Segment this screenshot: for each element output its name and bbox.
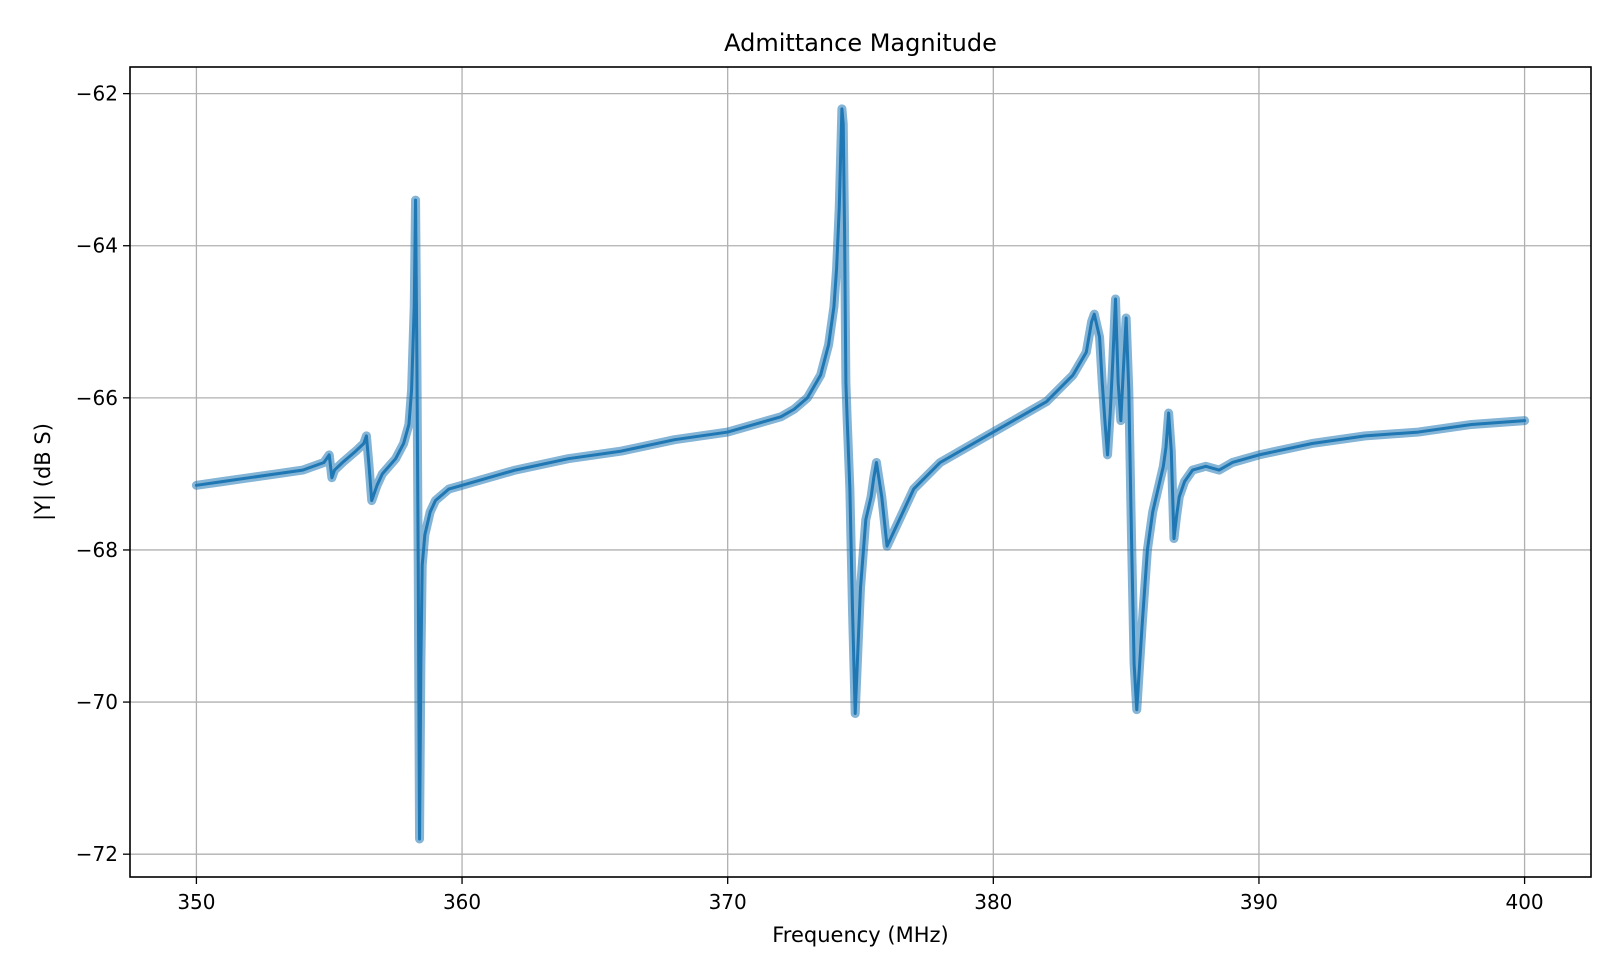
y-tick-label: −62: [76, 82, 118, 106]
ticks: 350 360 370 380 390 400 −62 −64 −66 −68 −70 −72: [76, 82, 1544, 914]
y-tick-label: −70: [76, 690, 118, 714]
series-layer: [191, 104, 1530, 844]
x-tick-label: 360: [443, 890, 481, 914]
x-tick-label: 370: [709, 890, 747, 914]
x-tick-label: 390: [1240, 890, 1278, 914]
y-axis-title: |Y| (dB S): [31, 423, 56, 521]
y-tick-label: −66: [76, 386, 118, 410]
y-tick-label: −64: [76, 234, 118, 258]
x-tick-label: 350: [177, 890, 215, 914]
series-line: [194, 107, 1527, 841]
x-axis-title: Frequency (MHz): [772, 923, 948, 947]
x-tick-label: 380: [974, 890, 1012, 914]
chart-title: Admittance Magnitude: [724, 29, 997, 57]
plot-frame: [129, 66, 1592, 878]
y-tick-label: −68: [76, 538, 118, 562]
x-tick-label: 400: [1505, 890, 1543, 914]
y-tick-label: −72: [76, 842, 118, 866]
